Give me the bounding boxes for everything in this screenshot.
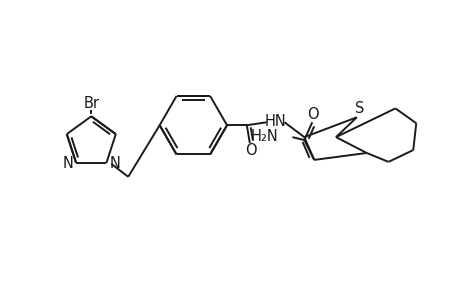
Text: H₂N: H₂N (250, 129, 278, 144)
Text: HN: HN (264, 114, 286, 129)
Text: O: O (245, 142, 256, 158)
Text: Br: Br (83, 96, 99, 111)
Text: O: O (307, 107, 319, 122)
Text: S: S (354, 101, 364, 116)
Text: N: N (109, 156, 120, 171)
Text: N: N (62, 156, 73, 171)
